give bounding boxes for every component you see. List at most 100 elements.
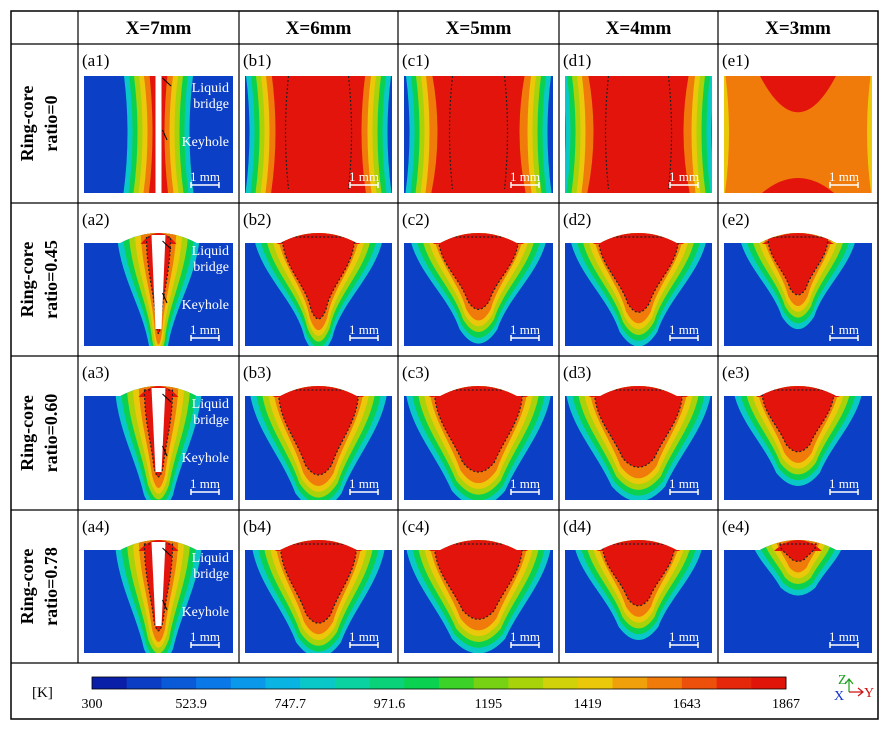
fusion-line xyxy=(347,76,353,190)
annotation-liquid: Liquid xyxy=(192,397,229,412)
temperature-field xyxy=(245,76,392,193)
x-axis-label: X xyxy=(834,689,844,704)
scale-bar-label: 1 mm xyxy=(190,322,220,337)
panel: (c3) 1 mm xyxy=(402,363,553,500)
fusion-line xyxy=(145,236,172,335)
panel: (d1) 1 mm xyxy=(563,51,712,193)
melt-pool xyxy=(278,390,359,475)
colorbar: [K] 300 523.9 747.7 971.6 1195 1419 1643 1867 ZX Y xyxy=(32,673,874,712)
colorbar-segment xyxy=(439,677,475,689)
scale-bar-label: 1 mm xyxy=(349,169,379,184)
annotation-arrow xyxy=(162,599,168,611)
annotation-arrow xyxy=(162,292,168,304)
axis-triad: ZX Y xyxy=(834,673,874,704)
scale-bar-label: 1 mm xyxy=(349,629,379,644)
panel: (d4) 1 mm xyxy=(563,517,712,653)
panel-label: (b3) xyxy=(243,363,271,382)
colorbar-segment xyxy=(126,677,162,689)
annotation-bridge: bridge xyxy=(193,97,229,112)
colorbar-segment xyxy=(473,677,509,689)
fusion-line xyxy=(597,236,680,313)
panel-label: (a1) xyxy=(82,51,109,70)
fusion-line xyxy=(279,543,358,624)
colorbar-segment xyxy=(92,677,128,689)
row-label: Ring-core ratio=0.45 xyxy=(17,240,61,319)
panel-label: (d3) xyxy=(563,363,591,382)
scale-bar xyxy=(669,489,699,495)
scale-bar xyxy=(510,335,540,341)
temperature-field xyxy=(724,233,872,346)
temperature-field xyxy=(84,386,233,500)
panel-label: (c1) xyxy=(402,51,429,70)
melt-pool xyxy=(438,237,519,310)
scale-bar xyxy=(829,182,859,188)
row-label-line1: Ring-core xyxy=(17,549,37,625)
scale-bar xyxy=(349,642,379,648)
panel: (b1) 1 mm xyxy=(243,51,392,193)
panel-label: (b2) xyxy=(243,210,271,229)
colorbar-segment xyxy=(404,677,440,689)
panel: (e2) 1 mm xyxy=(722,210,872,346)
melt-pool xyxy=(598,237,679,313)
melt-pool xyxy=(271,76,366,193)
temperature-field xyxy=(84,540,233,653)
scale-bar xyxy=(669,182,699,188)
fusion-line xyxy=(761,389,835,453)
colorbar-segment xyxy=(751,677,787,689)
colorbar-tick: 747.7 xyxy=(275,697,307,712)
annotation-keyhole: Keyhole xyxy=(182,451,229,466)
scale-bar xyxy=(190,489,220,495)
fusion-line xyxy=(281,236,356,320)
scale-bar-label: 1 mm xyxy=(669,629,699,644)
panel: (c2) 1 mm xyxy=(402,210,553,346)
annotation-keyhole: Keyhole xyxy=(182,135,229,150)
colorbar-tick: 1643 xyxy=(673,697,701,712)
row-label-line2: ratio=0.78 xyxy=(41,547,61,626)
colorbar-segment xyxy=(508,677,544,689)
melt-pool xyxy=(602,544,675,606)
keyhole xyxy=(151,388,166,472)
keyhole xyxy=(151,235,166,329)
scale-bar xyxy=(669,335,699,341)
annotation-arrow xyxy=(162,240,172,250)
panel-label: (e2) xyxy=(722,210,749,229)
temperature-field xyxy=(245,386,392,500)
temperature-field xyxy=(245,540,392,653)
scale-bar xyxy=(829,489,859,495)
row-label-line1: Ring-core xyxy=(17,395,37,471)
annotation-arrow xyxy=(162,129,168,141)
annotation-arrow xyxy=(162,77,172,87)
colorbar-tick: 523.9 xyxy=(175,697,207,712)
row-label-line2: ratio=0.60 xyxy=(41,394,61,473)
panel-label: (d1) xyxy=(563,51,591,70)
annotation-bridge: bridge xyxy=(193,413,229,428)
fusion-line xyxy=(143,389,174,478)
colorbar-unit: [K] xyxy=(32,685,53,701)
contour-band xyxy=(725,76,871,193)
scale-bar xyxy=(510,642,540,648)
column-headers: X=7mm X=6mm X=5mm X=4mm X=3mm xyxy=(126,18,831,39)
fusion-line xyxy=(448,76,454,190)
panel: (b3) 1 mm xyxy=(243,363,392,500)
scale-bar xyxy=(510,489,540,495)
column-header: X=5mm xyxy=(446,18,512,39)
scale-bar-label: 1 mm xyxy=(829,322,859,337)
colorbar-segment xyxy=(230,677,266,689)
colorbar-segment xyxy=(300,677,336,689)
panel: (e4) 1 mm xyxy=(722,517,872,653)
panel: (c1) 1 mm xyxy=(402,51,553,193)
scale-bar xyxy=(829,335,859,341)
row-label-line1: Ring-core xyxy=(17,86,37,162)
fusion-line xyxy=(779,543,817,562)
temperature-field xyxy=(84,233,233,346)
annotation-arrow xyxy=(162,393,172,403)
scale-bar xyxy=(349,182,379,188)
z-axis-label: Z xyxy=(838,673,847,688)
scale-bar xyxy=(510,182,540,188)
temperature-field xyxy=(724,540,872,653)
temperature-field xyxy=(565,76,712,193)
fusion-line xyxy=(767,236,829,296)
